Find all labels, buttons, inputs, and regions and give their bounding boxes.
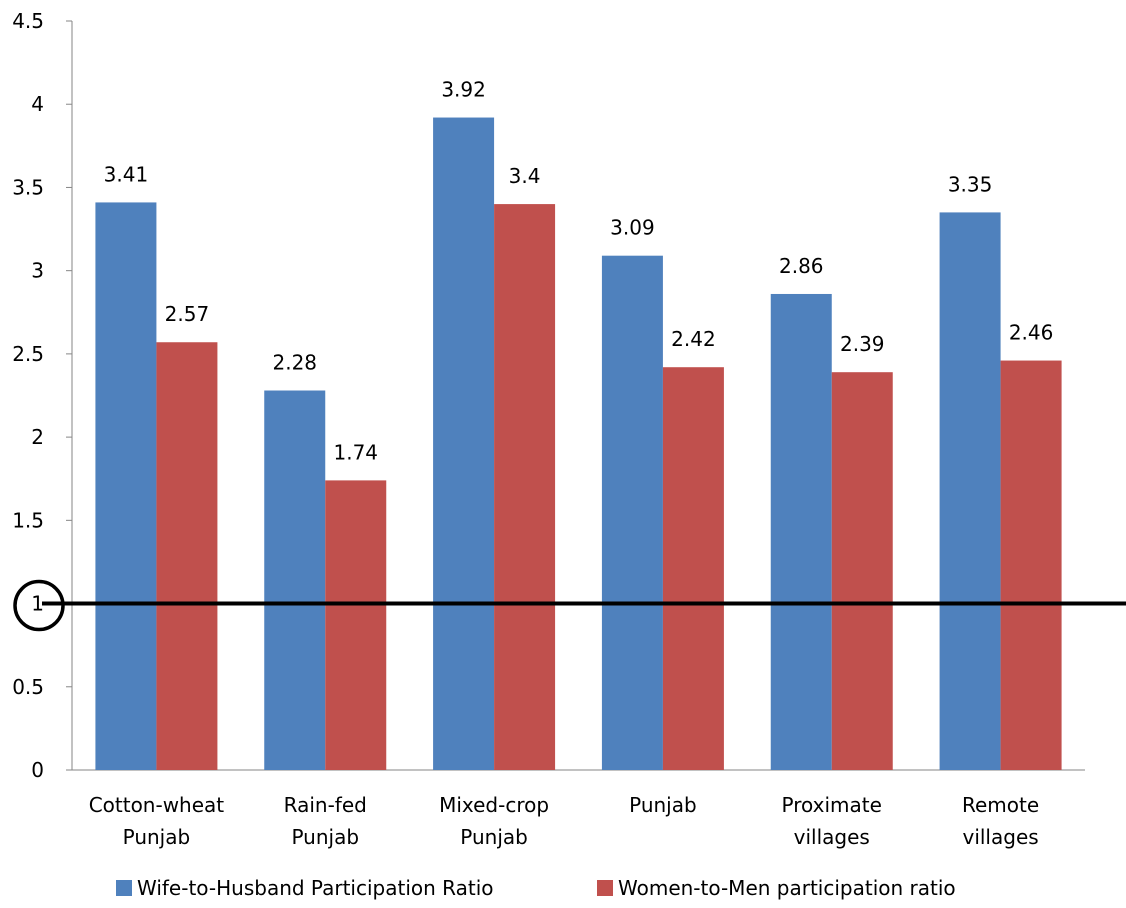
y-tick-label: 0.5 [12, 675, 44, 699]
bar [95, 202, 157, 770]
category-label: Mixed-crop [439, 793, 549, 817]
data-label: 2.57 [165, 302, 210, 326]
data-label: 2.39 [840, 332, 885, 356]
bar [939, 212, 1001, 770]
data-label: 3.92 [441, 78, 486, 102]
category-label: Remote [962, 793, 1039, 817]
category-label: Punjab [629, 793, 697, 817]
data-label: 3.35 [948, 172, 993, 196]
bar [662, 367, 724, 770]
legend-swatch [597, 880, 613, 896]
bars [95, 117, 1062, 771]
bar [831, 372, 893, 770]
y-tick-label: 4 [31, 92, 44, 116]
bar [494, 204, 556, 771]
bar [601, 255, 663, 771]
reference-line-group [13, 579, 1126, 632]
bar [770, 293, 832, 770]
data-label: 3.09 [610, 216, 655, 240]
bar [264, 390, 326, 770]
category-label: Rain-fed [284, 793, 367, 817]
data-label: 2.86 [779, 254, 824, 278]
data-label: 3.4 [509, 164, 541, 188]
legend-swatch [116, 880, 132, 896]
bar [433, 117, 495, 770]
data-labels: 3.41 2.28 3.92 3.09 2.86 3.35 2.57 1.74 3.4 2.42 2… [104, 78, 1054, 465]
bar [156, 342, 218, 770]
data-label: 2.42 [671, 327, 716, 351]
bar [1000, 360, 1062, 770]
category-labels: Cotton-wheat Punjab Rain-fed Punjab Mixed-cr… [89, 793, 1039, 849]
y-tick-label: 3 [31, 259, 44, 283]
y-tick-label: 3.5 [12, 175, 44, 199]
legend-label: Wife-to-Husband Participation Ratio [137, 876, 494, 900]
legend-label: Women-to-Men participation ratio [618, 876, 956, 900]
category-label: Proximate [782, 793, 882, 817]
legend: Wife-to-Husband Participation Ratio Women… [116, 876, 956, 900]
data-label: 2.28 [272, 351, 317, 375]
data-label: 2.46 [1009, 321, 1054, 345]
y-tick-label: 1.5 [12, 508, 44, 532]
y-tick-label: 2.5 [12, 342, 44, 366]
data-label: 3.41 [104, 162, 149, 186]
y-tick-label: 0 [31, 758, 44, 782]
category-label: villages [962, 825, 1038, 849]
category-label: Punjab [123, 825, 191, 849]
data-label: 1.74 [333, 440, 378, 464]
reference-circle [13, 579, 65, 632]
y-tick-label: 4.5 [12, 9, 44, 33]
y-tick-label: 2 [31, 425, 44, 449]
category-label: Punjab [460, 825, 528, 849]
category-label: Punjab [291, 825, 359, 849]
category-label: villages [794, 825, 870, 849]
category-label: Cotton-wheat [89, 793, 225, 817]
y-axis: 0 0.5 1 1.5 2 2.5 3 3.5 4 4.5 [12, 9, 1085, 782]
y-tick-label: 1 [31, 592, 44, 616]
bar [325, 480, 387, 770]
